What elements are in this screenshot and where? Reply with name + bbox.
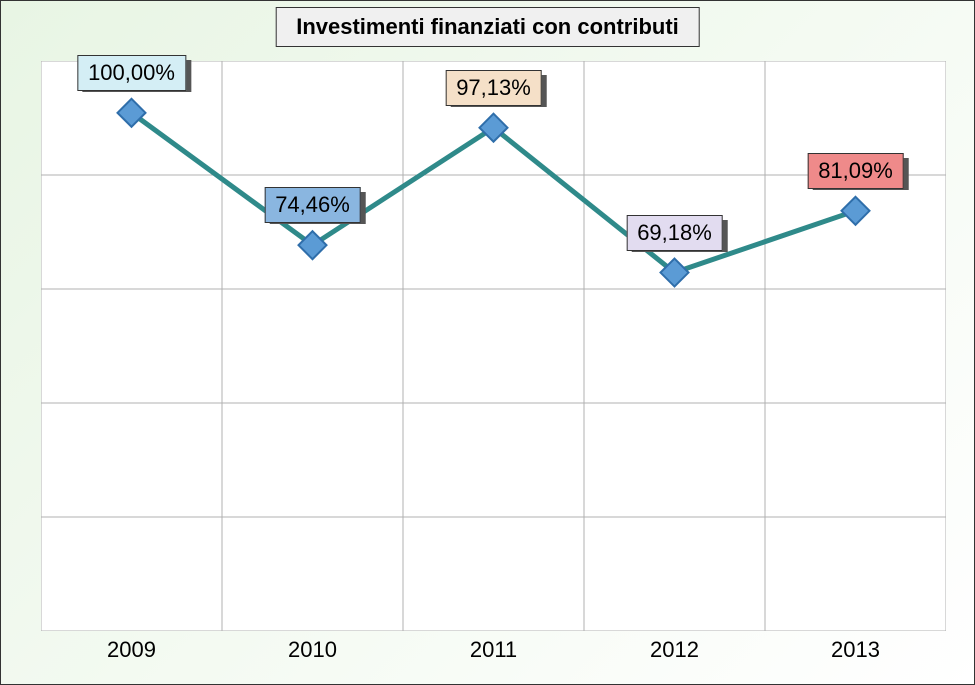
data-label: 97,13% [445, 70, 542, 106]
chart-title: Investimenti finanziati con contributi [275, 7, 700, 47]
x-axis-label: 2013 [831, 637, 880, 663]
data-label: 69,18% [626, 215, 723, 251]
data-label: 100,00% [77, 55, 186, 91]
data-label: 81,09% [807, 153, 904, 189]
x-axis-label: 2011 [470, 637, 517, 663]
x-axis-label: 2009 [107, 637, 156, 663]
plot-area [41, 61, 946, 631]
x-axis-label: 2012 [650, 637, 699, 663]
chart-container: Investimenti finanziati con contributi 2… [0, 0, 975, 685]
x-axis-label: 2010 [288, 637, 337, 663]
data-label: 74,46% [264, 187, 361, 223]
